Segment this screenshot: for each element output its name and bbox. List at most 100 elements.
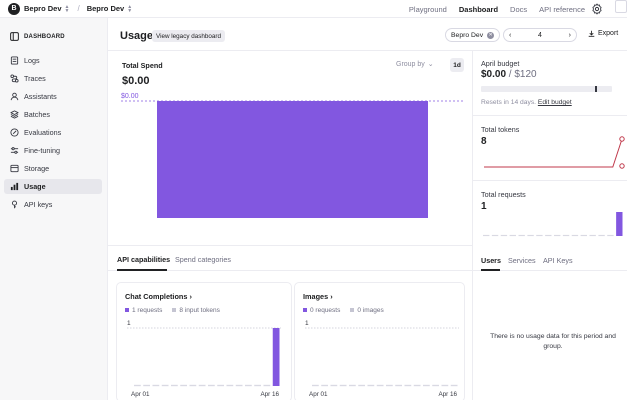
chevron-left-icon[interactable]: ‹ [509, 31, 512, 39]
chevron-updown-icon: ▲ ▼ [127, 3, 133, 14]
chart-bars [134, 328, 280, 387]
chevron-right-icon[interactable]: › [568, 31, 571, 39]
spend-reference-label: $0.00 [121, 93, 139, 100]
nav-api-reference[interactable]: API reference [539, 4, 585, 14]
budget-title: April budget [481, 59, 520, 68]
sidebar-item-assistants[interactable]: Assistants [4, 89, 102, 104]
sidebar-heading: DASHBOARD [10, 32, 65, 41]
x-tick-label-start: Apr 01 [309, 391, 328, 398]
right-tabs-baseline [473, 270, 627, 271]
group-by-dropdown[interactable]: Group by ⌄ [396, 60, 434, 69]
sidebar-item-label: Evaluations [24, 128, 62, 137]
export-button[interactable]: Export [588, 30, 618, 37]
total-spend-value: $0.00 [122, 75, 150, 87]
right-divider [473, 180, 627, 181]
requests-bar[interactable] [616, 212, 623, 236]
project-switcher[interactable]: Bepro Dev ▲ ▼ [87, 4, 132, 13]
project-filter[interactable]: Bepro Dev ✕ [445, 28, 501, 42]
sidebar-item-label: Traces [24, 74, 46, 83]
breadcrumb-separator: / [77, 4, 80, 13]
sidebar-item-usage[interactable]: Usage [4, 179, 102, 194]
card-title: Chat Completions › [125, 292, 192, 301]
date-range-value: 4 [538, 31, 542, 39]
sidebar-item-label: API keys [24, 200, 53, 209]
legend-requests: 0 requests [303, 307, 340, 314]
card-title: Images › [303, 292, 333, 301]
total-spend-label: Total Spend [122, 61, 163, 70]
sidebar-item-storage[interactable]: Storage [4, 161, 102, 176]
usage-icon [10, 182, 19, 191]
org-avatar[interactable]: B [8, 2, 20, 15]
right-divider [473, 115, 627, 116]
tokens-point[interactable] [619, 136, 625, 142]
budget-threshold-marker [595, 86, 597, 92]
tab-users[interactable]: Users [481, 256, 501, 265]
budget-progress-bar [481, 86, 612, 92]
sidebar-heading-label: DASHBOARD [24, 33, 65, 40]
tokens-point[interactable] [619, 163, 625, 169]
total-requests-label: Total requests [481, 190, 526, 199]
tokens-points [619, 136, 625, 169]
gear-icon[interactable] [591, 3, 603, 15]
tab-api-capabilities[interactable]: API capabilities [117, 255, 171, 264]
tab-services[interactable]: Services [508, 256, 536, 265]
x-tick-label-end: Apr 16 [260, 391, 279, 398]
legend-input-tokens: 8 input tokens [172, 307, 220, 314]
org-switcher[interactable]: Bepro Dev ▲ ▼ [24, 4, 69, 13]
sidebar-item-batches[interactable]: Batches [4, 107, 102, 122]
card-legend: 0 requests 0 images [303, 307, 384, 314]
date-range-picker[interactable]: ‹ 4 › [503, 28, 577, 42]
x-tick-label-start: Apr 01 [131, 391, 150, 398]
chevron-right-icon: › [189, 292, 192, 301]
sidebar-item-traces[interactable]: Traces [4, 71, 102, 86]
sidebar-item-evaluations[interactable]: Evaluations [4, 125, 102, 140]
chevron-updown-icon: ▲ ▼ [64, 3, 70, 14]
close-icon[interactable]: ✕ [487, 31, 495, 39]
group-by-label: Group by [396, 60, 425, 68]
y-tick-label: 1 [305, 320, 309, 327]
total-tokens-value: 8 [481, 136, 487, 147]
tab-spend-categories[interactable]: Spend categories [175, 255, 231, 264]
nav-playground[interactable]: Playground [408, 4, 447, 14]
tab-api-keys[interactable]: API Keys [543, 256, 573, 265]
images-card[interactable]: Images › 0 requests 0 images 1 Apr 01 Ap… [294, 282, 465, 400]
storage-icon [10, 164, 19, 173]
x-tick-label-end: Apr 16 [438, 391, 457, 398]
nav-docs[interactable]: Docs [510, 4, 528, 14]
tab-active-indicator [117, 269, 167, 271]
evaluations-icon [10, 128, 19, 137]
requests-bars [483, 212, 623, 237]
budget-value: $0.00 / $120 [481, 69, 537, 80]
sidebar-item-api-keys[interactable]: API keys [4, 197, 102, 212]
sidebar-item-fine-tuning[interactable]: Fine-tuning [4, 143, 102, 158]
edit-budget-link[interactable]: Edit budget [537, 99, 572, 106]
view-legacy-dashboard-button[interactable]: View legacy dashboard [152, 30, 225, 42]
nav-dashboard[interactable]: Dashboard [458, 4, 499, 14]
sidebar-item-label: Batches [24, 110, 50, 119]
chevron-right-icon: › [330, 292, 333, 301]
sidebar-item-logs[interactable]: Logs [4, 53, 102, 68]
total-tokens-chart [484, 136, 625, 169]
page-title: Usage [120, 30, 154, 42]
budget-limit: $120 [514, 69, 537, 80]
profile-button[interactable] [615, 0, 627, 13]
bar[interactable] [272, 328, 280, 386]
project-name: Bepro Dev [86, 4, 125, 13]
total-spend-chart: $0.00 [121, 93, 464, 218]
fine-tuning-icon [10, 147, 19, 154]
sidebar-item-label: Usage [24, 182, 46, 191]
project-filter-label: Bepro Dev [451, 31, 484, 39]
chat-completions-chart: 1 Apr 01 Apr 16 [127, 320, 281, 398]
right-tab-active-indicator [481, 269, 500, 271]
card-legend: 1 requests 8 input tokens [125, 307, 220, 314]
sidebar: DASHBOARD Logs Traces Assistants Batches… [0, 18, 108, 400]
export-label: Export [598, 30, 619, 37]
spend-bar[interactable] [157, 101, 428, 218]
y-tick-label: 1 [127, 320, 131, 327]
chat-completions-card[interactable]: Chat Completions › 1 requests 8 input to… [116, 282, 292, 400]
tokens-series-line [484, 138, 623, 168]
top-bar: B Bepro Dev ▲ ▼ / Bepro Dev ▲ ▼ [0, 0, 627, 18]
interval-toggle[interactable]: 1d [450, 58, 464, 72]
sidebar-panel-icon[interactable] [10, 32, 19, 41]
download-icon [588, 30, 595, 37]
